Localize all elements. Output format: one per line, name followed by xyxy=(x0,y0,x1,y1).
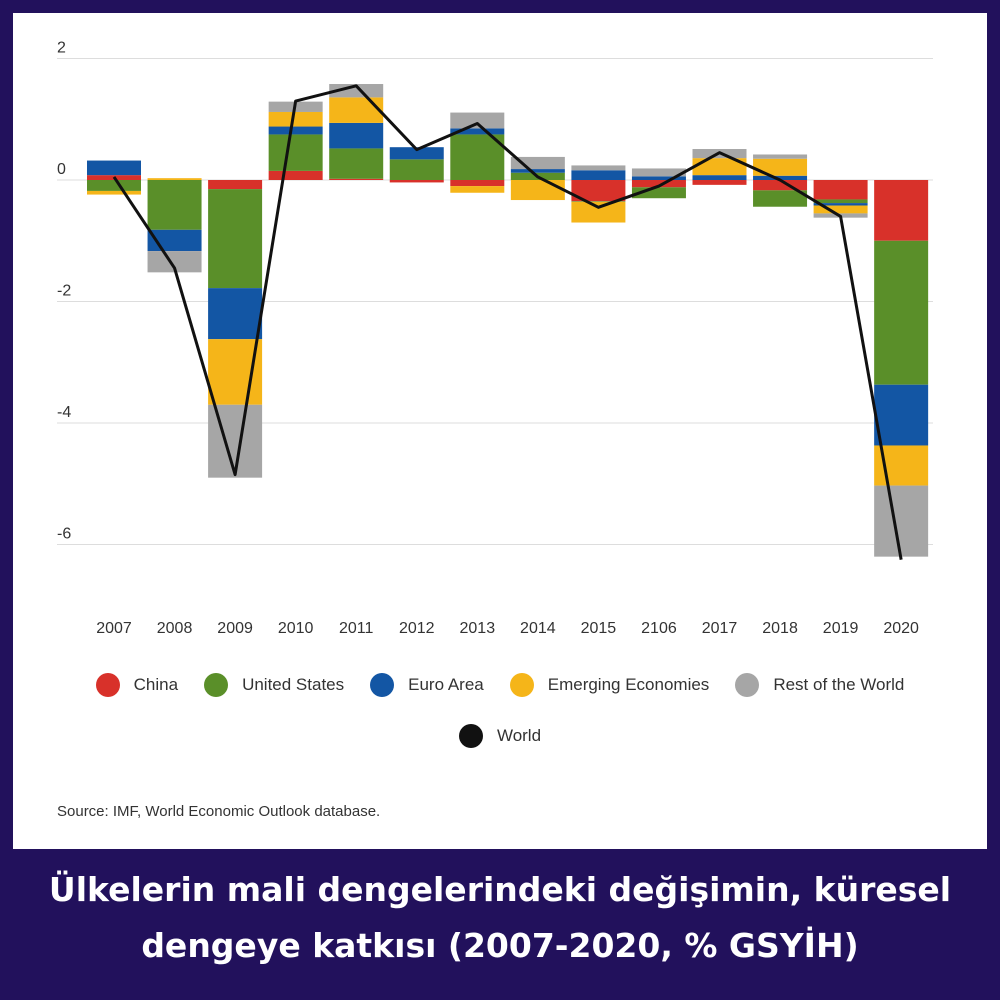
bar-segment-rest-of-the-world xyxy=(450,112,505,129)
legend-swatch-euro-area xyxy=(370,673,395,697)
legend-item-emerging-economies: Emerging Economies xyxy=(509,673,710,697)
bar-segment-united-states xyxy=(450,134,505,180)
y-tick-label: -2 xyxy=(57,283,71,300)
bar-segment-united-states xyxy=(813,199,868,204)
bar-segment-china xyxy=(692,180,747,185)
bar-segment-united-states xyxy=(208,189,263,289)
x-tick-label: 2008 xyxy=(157,620,193,637)
bar-segment-euro-area xyxy=(571,170,626,180)
bar-segment-united-states xyxy=(87,180,141,191)
y-tick-label: -4 xyxy=(57,404,71,421)
legend-label: Rest of the World xyxy=(773,675,905,694)
page-caption: Ülkelerin mali dengelerindeki değişimin,… xyxy=(0,862,1000,974)
y-tick-label: -6 xyxy=(57,526,71,543)
bar-segment-euro-area xyxy=(874,384,929,446)
x-tick-label: 2014 xyxy=(520,620,556,637)
bar-segment-china xyxy=(753,180,808,191)
legend-line: World xyxy=(13,724,987,748)
x-tick-label: 2019 xyxy=(823,620,859,637)
bar-segment-euro-area xyxy=(692,175,747,180)
x-tick-label: 2013 xyxy=(460,620,496,637)
bar-segment-china xyxy=(208,180,263,190)
bar-segment-rest-of-the-world xyxy=(631,168,686,177)
bar-segment-emerging-economies xyxy=(268,111,323,127)
legend-label: Euro Area xyxy=(408,675,484,694)
bar-segment-emerging-economies xyxy=(450,186,505,193)
bar-segment-china xyxy=(329,178,384,180)
x-tick-label: 2012 xyxy=(399,620,435,637)
bar-segment-euro-area xyxy=(813,203,868,206)
legend-item-rest-of-world: Rest of the World xyxy=(735,673,904,697)
bar-segment-rest-of-the-world xyxy=(147,251,202,273)
bar-segment-emerging-economies xyxy=(571,201,626,223)
legend-label: Emerging Economies xyxy=(547,675,710,694)
source-note: Source: IMF, World Economic Outlook data… xyxy=(57,803,381,820)
legend-swatch-united-states xyxy=(204,673,229,697)
bar-segment-emerging-economies xyxy=(692,158,747,176)
stacked-bar-chart: 2 0 -2 -4 -6 2007 2008 2009 2010 2011 2012 2013 2014… xyxy=(57,40,933,637)
legend-label: United States xyxy=(242,675,345,694)
legend-item-world: World xyxy=(458,724,542,748)
bar-segment-china xyxy=(389,180,444,183)
bar-segment-china xyxy=(268,170,323,180)
bar-segment-united-states xyxy=(329,148,384,179)
bar-segment-united-states xyxy=(571,201,626,202)
bar-segment-euro-area xyxy=(631,176,686,180)
x-tick-label: 2015 xyxy=(581,620,617,637)
bar-segment-euro-area xyxy=(389,147,444,160)
bar-segment-emerging-economies xyxy=(753,158,808,176)
bar-segment-euro-area xyxy=(329,122,384,149)
bar-segment-china xyxy=(813,180,868,200)
bar-segment-euro-area xyxy=(450,128,505,135)
x-tick-label: 2009 xyxy=(217,620,253,637)
bar-segment-united-states xyxy=(268,134,323,171)
legend-item-china: China xyxy=(95,673,179,697)
caption-line-2: dengeye katkısı (2007-2020, % GSYİH) xyxy=(141,926,859,965)
bar-segment-emerging-economies xyxy=(510,180,565,201)
x-tick-label: 2007 xyxy=(96,620,132,637)
bar-segment-united-states xyxy=(389,159,444,180)
legend-swatch-emerging-economies xyxy=(509,673,534,697)
bar-segment-euro-area xyxy=(208,288,263,340)
chart-panel: 2 0 -2 -4 -6 2007 2008 2009 2010 2011 2012 2013 2014… xyxy=(13,13,987,849)
bar-segment-china xyxy=(631,180,686,188)
bar-segment-emerging-economies xyxy=(147,178,202,180)
bar-segment-china xyxy=(450,180,505,187)
bar-segment-euro-area xyxy=(753,175,808,180)
y-tick-label: 0 xyxy=(57,161,66,178)
x-tick-label: 2011 xyxy=(339,620,374,637)
bar-segment-emerging-economies xyxy=(813,205,868,214)
bar-segment-china xyxy=(571,180,626,202)
x-tick-label: 2010 xyxy=(278,620,314,637)
bar-segment-euro-area xyxy=(268,126,323,135)
bar-segment-rest-of-the-world xyxy=(329,84,384,98)
bar-segment-emerging-economies xyxy=(329,97,384,123)
x-tick-label: 2018 xyxy=(762,620,798,637)
world-line xyxy=(112,84,903,560)
bar-segment-rest-of-the-world xyxy=(571,165,626,171)
legend-item-euro-area: Euro Area xyxy=(370,673,484,697)
legend-swatch-world xyxy=(458,724,483,748)
legend-label: China xyxy=(133,675,179,694)
bar-segment-united-states xyxy=(753,190,808,207)
legend-swatch-china xyxy=(95,673,120,697)
x-tick-label: 2106 xyxy=(641,620,677,637)
bar-segment-united-states xyxy=(147,180,202,230)
x-tick-label: 2017 xyxy=(702,620,738,637)
bar-segment-united-states xyxy=(874,240,929,385)
bar-segment-china xyxy=(874,180,929,241)
legend: China United States Euro Area Emerging E… xyxy=(13,673,987,697)
bar-segment-rest-of-the-world xyxy=(753,154,808,159)
legend-label: World xyxy=(496,726,542,745)
bar-segment-euro-area xyxy=(510,169,565,173)
bar-segment-emerging-economies xyxy=(87,190,141,195)
caption-line-1: Ülkelerin mali dengelerindeki değişimin,… xyxy=(48,870,952,909)
x-tick-label: 2020 xyxy=(883,620,919,637)
legend-item-united-states: United States xyxy=(204,673,344,697)
legend-swatch-rest-of-world xyxy=(735,673,760,697)
y-tick-label: 2 xyxy=(57,40,66,57)
bar-segment-united-states xyxy=(631,187,686,199)
bar-segment-rest-of-the-world xyxy=(874,485,929,557)
bar-segment-euro-area xyxy=(87,160,141,176)
